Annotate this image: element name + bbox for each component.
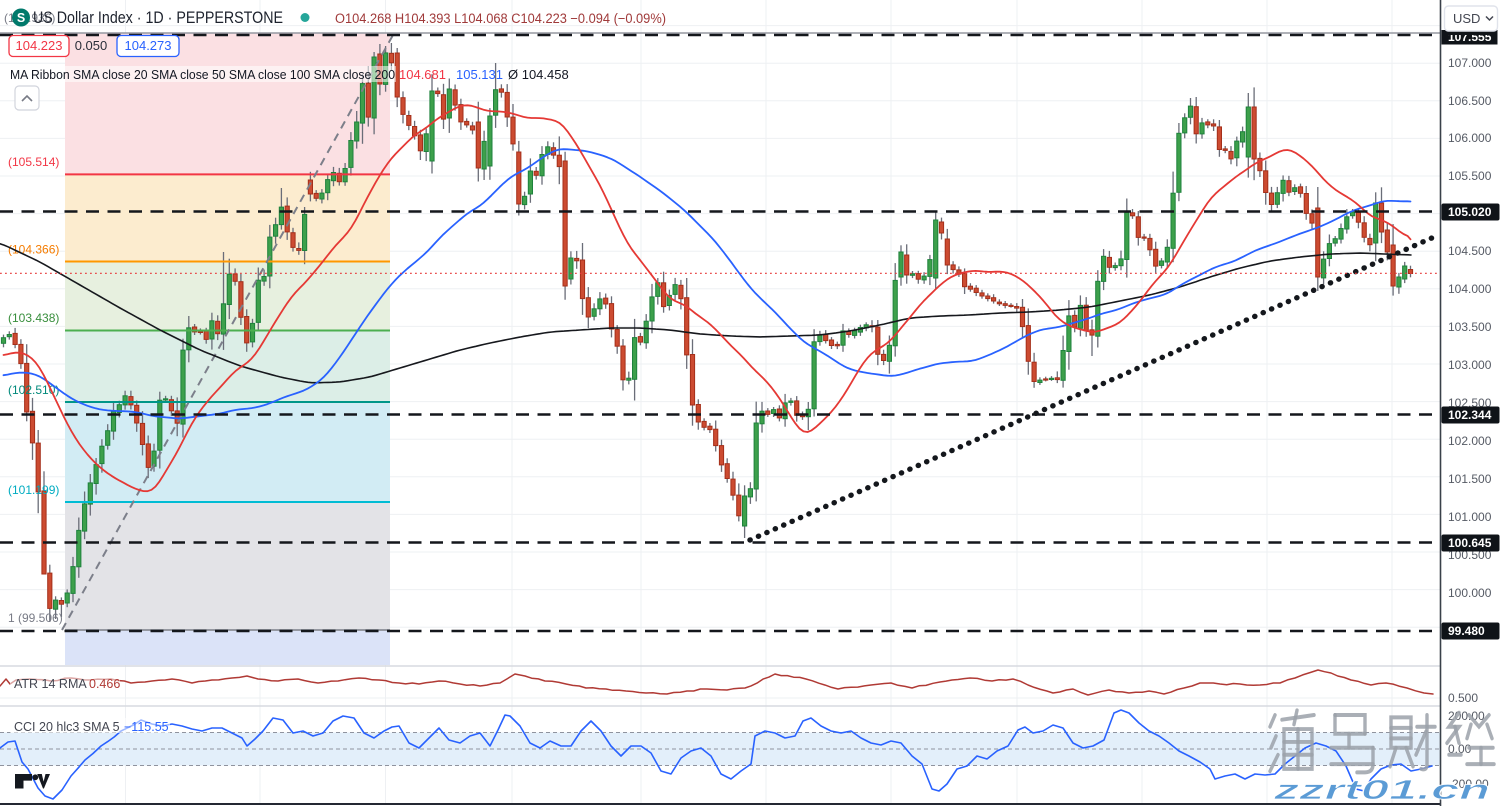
svg-text:105.020: 105.020 <box>1448 205 1492 219</box>
svg-text:S: S <box>17 11 25 25</box>
svg-text:-200.00: -200.00 <box>1448 777 1489 791</box>
svg-text:0.466: 0.466 <box>89 677 120 691</box>
svg-text:106.000: 106.000 <box>1448 131 1492 145</box>
svg-text:105.131: 105.131 <box>456 67 503 82</box>
svg-text:ATR 14 RMA: ATR 14 RMA <box>14 677 87 691</box>
svg-text:(105.514): (105.514) <box>8 155 59 169</box>
svg-text:(103.438): (103.438) <box>8 311 59 325</box>
svg-text:(101.199): (101.199) <box>8 483 59 497</box>
svg-text:107.000: 107.000 <box>1448 56 1492 70</box>
svg-text:O104.268 H104.393 L104.068 C10: O104.268 H104.393 L104.068 C104.223 −0.0… <box>335 11 666 26</box>
svg-text:1 (99.506): 1 (99.506) <box>8 611 63 625</box>
svg-text:0.500: 0.500 <box>1448 691 1478 705</box>
svg-text:−115.55: −115.55 <box>124 720 169 734</box>
svg-text:0.00: 0.00 <box>1448 742 1472 756</box>
svg-text:104.500: 104.500 <box>1448 244 1492 258</box>
svg-text:107.555: 107.555 <box>1448 30 1492 44</box>
svg-text:CCI 20 hlc3 SMA 5: CCI 20 hlc3 SMA 5 <box>14 720 120 734</box>
svg-text:Ø 104.458: Ø 104.458 <box>508 67 569 82</box>
svg-text:101.500: 101.500 <box>1448 472 1492 486</box>
svg-text:(102.510): (102.510) <box>8 383 59 397</box>
svg-text:105.500: 105.500 <box>1448 169 1492 183</box>
svg-text:104.000: 104.000 <box>1448 282 1492 296</box>
svg-text:104.273: 104.273 <box>125 38 172 53</box>
svg-text:zzrt01.cn: zzrt01.cn <box>1272 774 1490 805</box>
svg-text:104.223: 104.223 <box>16 38 63 53</box>
svg-text:0.050: 0.050 <box>75 38 108 53</box>
svg-text:MA Ribbon SMA close 20 SMA clo: MA Ribbon SMA close 20 SMA close 50 SMA … <box>10 67 395 82</box>
svg-text:103.000: 103.000 <box>1448 358 1492 372</box>
svg-text:USD: USD <box>1453 11 1480 26</box>
svg-text:100.645: 100.645 <box>1448 536 1492 550</box>
svg-text:102.000: 102.000 <box>1448 434 1492 448</box>
svg-text:99.480: 99.480 <box>1448 624 1485 638</box>
svg-text:100.000: 100.000 <box>1448 586 1492 600</box>
svg-text:(104.366): (104.366) <box>8 243 59 257</box>
svg-text:101.000: 101.000 <box>1448 510 1492 524</box>
svg-text:106.500: 106.500 <box>1448 94 1492 108</box>
svg-text:103.500: 103.500 <box>1448 320 1492 334</box>
svg-text:104.681: 104.681 <box>399 67 446 82</box>
svg-text:US Dollar Index · 1D · PEPPERS: US Dollar Index · 1D · PEPPERSTONE <box>33 9 283 27</box>
svg-text:102.344: 102.344 <box>1448 408 1492 422</box>
